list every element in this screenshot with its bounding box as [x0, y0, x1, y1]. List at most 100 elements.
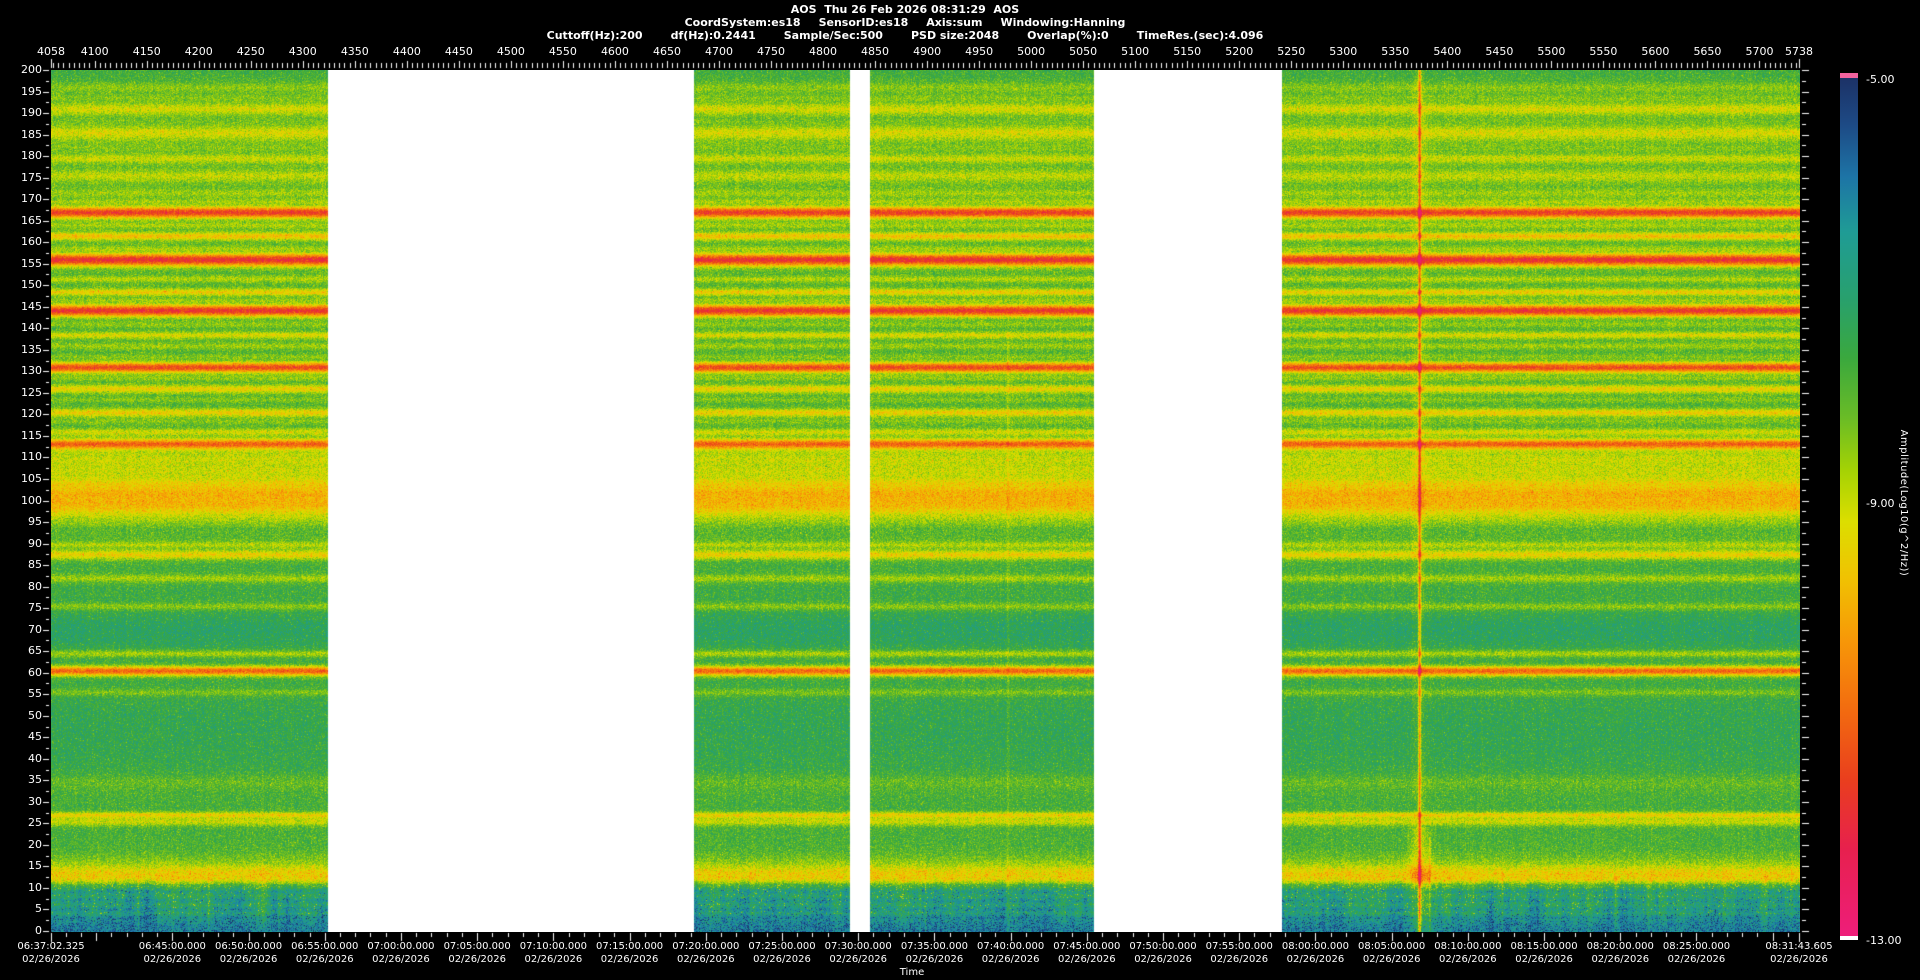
frequency-tick-label: 185 — [21, 127, 42, 141]
date-tick-label: 02/26/2026 — [448, 954, 506, 965]
psd-size-value: PSD size:2048 — [910, 29, 1000, 42]
frequency-tick-label: 110 — [21, 450, 42, 464]
windowing-value: Windowing:Hanning — [1000, 16, 1126, 29]
date-tick-label: 02/26/2026 — [372, 954, 430, 965]
time-tick-label: 06:50:00.000 — [214, 941, 283, 952]
top-axis-tick-label: 4250 — [236, 45, 265, 58]
frequency-tick-label: 160 — [21, 235, 42, 249]
date-tick-label: 02/26/2026 — [905, 954, 964, 965]
amplitude-axis-label: Amplitude(Log10(g^2/Hz)) — [1898, 429, 1909, 577]
top-axis-tick-label: 4100 — [80, 45, 109, 58]
colorbar-label-max: -5.00 — [1866, 73, 1895, 86]
top-axis-tick-label: 4650 — [652, 45, 681, 58]
date-tick-label: 02/26/2026 — [1439, 954, 1497, 965]
frequency-tick-label: 105 — [21, 471, 42, 485]
time-tick-label: 06:37:02.325 — [17, 941, 85, 952]
frequency-tick-label: 145 — [21, 299, 42, 313]
frequency-tick-label: 120 — [21, 407, 42, 421]
frequency-tick-label: 190 — [21, 106, 42, 120]
top-axis-tick-label: 4058 — [37, 45, 65, 58]
colorbar-gradient — [1840, 73, 1858, 936]
spectrogram-canvas[interactable] — [51, 70, 1800, 932]
time-tick-label: 07:00:00.000 — [367, 941, 435, 952]
frequency-tick-label: 200 — [21, 63, 42, 76]
top-axis-tick-label: 5100 — [1121, 45, 1150, 58]
colorbar-max-tick — [1840, 73, 1858, 78]
frequency-tick-label: 30 — [28, 794, 42, 808]
header-title-text: AOS Thu 26 Feb 2026 08:31:29 AOS — [790, 3, 1020, 16]
date-tick-label: 02/26/2026 — [600, 954, 659, 965]
top-axis-tick-label: 4550 — [548, 45, 577, 58]
time-tick-label: 07:45:00.000 — [1053, 941, 1121, 952]
date-tick-label: 02/26/2026 — [1057, 954, 1116, 965]
frequency-tick-label: 100 — [21, 493, 42, 507]
coord-system-value: CoordSystem:es18 — [684, 16, 801, 29]
top-axis-tick-label: 5400 — [1433, 45, 1462, 58]
top-axis-tick-label: 5350 — [1381, 45, 1410, 58]
axis-value: Axis:sum — [926, 16, 983, 29]
frequency-tick-label: 90 — [28, 536, 42, 550]
frequency-tick-label: 175 — [21, 170, 42, 184]
top-axis-tick-label: 4950 — [965, 45, 994, 58]
time-tick-label: 07:30:00.000 — [824, 941, 892, 952]
time-tick-label: 07:20:00.000 — [672, 941, 740, 952]
frequency-tick-label: 135 — [21, 342, 42, 356]
time-axis-title: Time — [899, 967, 925, 978]
date-tick-label: 02/26/2026 — [524, 954, 583, 965]
time-tick-label: 08:31:43.605 — [1765, 941, 1833, 952]
frequency-tick-label: 20 — [28, 837, 42, 851]
time-tick-label: 06:45:00.000 — [138, 941, 206, 952]
time-tick-label: 08:00:00.000 — [1281, 941, 1350, 952]
date-tick-label: 02/26/2026 — [1286, 954, 1345, 965]
date-tick-label: 02/26/2026 — [1210, 954, 1269, 965]
frequency-tick-label: 40 — [28, 751, 42, 765]
frequency-tick-label: 155 — [21, 256, 42, 270]
time-tick-label: 08:20:00.000 — [1586, 941, 1654, 952]
top-axis-tick-label: 4850 — [861, 45, 890, 58]
frequency-tick-label: 55 — [28, 687, 42, 701]
frequency-tick-label: 10 — [28, 880, 42, 894]
time-tick-label: 07:40:00.000 — [977, 941, 1045, 952]
top-axis-tick-label: 4350 — [340, 45, 369, 58]
time-tick-label: 07:35:00.000 — [900, 941, 968, 952]
frequency-tick-label: 70 — [28, 622, 42, 636]
top-axis-tick-label: 4150 — [132, 45, 161, 58]
frequency-tick-label: 150 — [21, 278, 42, 292]
time-tick-label: 08:25:00.000 — [1662, 941, 1731, 952]
frequency-tick-label: 140 — [21, 321, 42, 335]
frequency-tick-label: 75 — [28, 601, 42, 615]
date-tick-label: 02/26/2026 — [1770, 954, 1828, 965]
time-res-value: TimeRes.(sec):4.096 — [1136, 29, 1264, 42]
date-tick-label: 02/26/2026 — [1515, 954, 1573, 965]
colorbar-label-mid: -9.00 — [1866, 497, 1895, 510]
date-tick-label: 02/26/2026 — [1134, 954, 1192, 965]
top-axis-tick-label: 5050 — [1069, 45, 1098, 58]
frequency-tick-label: 195 — [21, 84, 42, 98]
date-tick-label: 02/26/2026 — [676, 954, 735, 965]
top-axis-tick-label: 5150 — [1173, 45, 1202, 58]
top-axis-tick-label: 4500 — [496, 45, 525, 58]
frequency-tick-label: 180 — [21, 149, 42, 163]
frequency-tick-label: 130 — [21, 364, 42, 378]
frequency-tick-label: 45 — [28, 730, 42, 744]
sample-rate-value: Sample/Sec:500 — [783, 29, 883, 42]
colorbar-min-tick — [1840, 936, 1858, 940]
top-axis-tick-label: 5000 — [1017, 45, 1046, 58]
app-header: AOS Thu 26 Feb 2026 08:31:29 AOS CoordSy… — [0, 4, 1810, 43]
time-tick-label: 08:15:00.000 — [1510, 941, 1578, 952]
colorbar-label-min: -13.00 — [1866, 934, 1902, 947]
top-axis-tick-label: 4700 — [704, 45, 733, 58]
header-settings-row-1: CoordSystem:es18 SensorID:es18 Axis:sum … — [0, 17, 1810, 29]
time-tick-label: 07:10:00.000 — [519, 941, 587, 952]
frequency-tick-label: 95 — [28, 515, 42, 529]
frequency-tick-label: 15 — [28, 859, 42, 873]
top-axis-tick-label: 5500 — [1537, 45, 1566, 58]
frequency-tick-label: 170 — [21, 192, 42, 206]
header-settings-row-2: Cuttoff(Hz):200 df(Hz):0.2441 Sample/Sec… — [0, 30, 1810, 42]
time-tick-label: 06:55:00.000 — [291, 941, 359, 952]
sensor-id-value: SensorID:es18 — [818, 16, 909, 29]
top-axis-tick-label: 4300 — [288, 45, 317, 58]
top-axis-tick-label: 4600 — [600, 45, 629, 58]
frequency-tick-label: 85 — [28, 558, 42, 572]
